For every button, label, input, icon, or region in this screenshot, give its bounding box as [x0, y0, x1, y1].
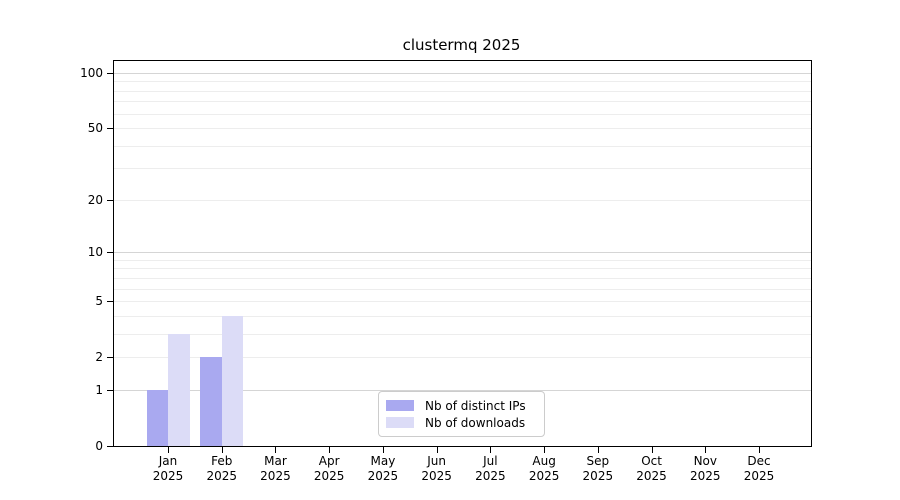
- bar-downloads-feb: [221, 315, 244, 446]
- y-tick-label-2: 2: [95, 350, 103, 365]
- x-tick-month: Jul: [483, 454, 498, 468]
- legend: Nb of distinct IPs Nb of downloads: [378, 391, 545, 437]
- x-tick-label-feb: Feb 2025: [190, 454, 254, 484]
- x-tick-jan: [168, 447, 169, 453]
- y-tick-2: [107, 357, 113, 359]
- y-tick-5: [107, 301, 113, 303]
- y-tick-label-0: 0: [95, 439, 103, 453]
- gridline-minor-60: [114, 113, 811, 115]
- x-tick-label-jul: Jul 2025: [458, 454, 522, 484]
- x-tick-year: 2025: [313, 469, 345, 483]
- x-tick-year: 2025: [743, 469, 775, 483]
- x-tick-mar: [275, 447, 277, 453]
- gridline-minor-70: [114, 101, 811, 103]
- x-tick-year: 2025: [206, 469, 237, 483]
- gridline-minor-7: [114, 277, 811, 279]
- x-tick-year: 2025: [421, 469, 452, 483]
- gridline-major-1: [114, 389, 811, 391]
- x-tick-oct: [651, 447, 653, 453]
- gridline-major-10: [114, 252, 811, 254]
- x-tick-year: 2025: [528, 469, 560, 483]
- y-tick-0: [107, 446, 113, 447]
- gridline-minor-40: [114, 145, 811, 147]
- y-tick-100: [107, 72, 113, 74]
- x-tick-feb: [221, 447, 223, 453]
- x-tick-label-sep: Sep 2025: [566, 454, 630, 484]
- legend-item-downloads: Nb of downloads: [386, 414, 544, 431]
- x-tick-dec: [759, 447, 761, 453]
- x-tick-month: Apr: [318, 454, 340, 468]
- legend-label-distinct-ips: Nb of distinct IPs: [425, 398, 526, 413]
- legend-label-downloads: Nb of downloads: [425, 415, 526, 430]
- x-tick-month: Jan: [158, 454, 178, 468]
- gridline-minor-6: [114, 288, 811, 290]
- gridline-minor-8: [114, 268, 811, 270]
- x-tick-month: Aug: [532, 454, 556, 468]
- x-tick-label-may: May 2025: [351, 454, 415, 484]
- gridline-major-100: [114, 72, 811, 74]
- x-tick-month: Nov: [693, 454, 717, 468]
- y-tick-10: [107, 252, 113, 254]
- y-tick-label-1: 1: [95, 382, 103, 397]
- x-tick-sep: [597, 447, 599, 453]
- bar-distinct-ips-jan: [146, 389, 168, 446]
- chart-title: clustermq 2025: [402, 36, 521, 54]
- x-tick-label-mar: Mar 2025: [243, 454, 307, 484]
- plot-area: [113, 60, 812, 447]
- x-tick-label-dec: Dec 2025: [727, 454, 791, 484]
- x-tick-apr: [329, 447, 331, 453]
- gridline-minor-80: [114, 90, 811, 92]
- x-tick-year: 2025: [582, 469, 614, 483]
- x-tick-month: Oct: [641, 454, 662, 468]
- x-tick-month: May: [370, 454, 396, 468]
- x-tick-year: 2025: [690, 469, 721, 483]
- x-tick-nov: [705, 447, 707, 453]
- x-tick-month: Dec: [747, 454, 771, 468]
- x-tick-label-jan: Jan 2025: [136, 454, 200, 484]
- legend-swatch-distinct-ips: [386, 400, 414, 411]
- x-tick-label-oct: Oct 2025: [620, 454, 684, 484]
- gridline-minor-30: [114, 168, 811, 170]
- x-tick-year: 2025: [475, 469, 506, 483]
- y-tick-50: [107, 128, 113, 130]
- x-tick-label-nov: Nov 2025: [673, 454, 737, 484]
- y-tick-label-10: 10: [87, 245, 103, 260]
- y-tick-label-50: 50: [87, 121, 103, 136]
- x-tick-year: 2025: [636, 469, 667, 483]
- x-tick-month: Mar: [264, 454, 287, 468]
- gridline-minor-20: [114, 199, 811, 201]
- x-tick-label-apr: Apr 2025: [297, 454, 361, 484]
- x-tick-may: [382, 447, 384, 453]
- y-tick-label-5: 5: [95, 294, 103, 309]
- y-tick-label-100: 100: [80, 65, 103, 80]
- gridline-minor-5: [114, 301, 811, 303]
- gridline-minor-9: [114, 259, 811, 261]
- x-tick-jul: [490, 447, 492, 453]
- x-tick-label-jun: Jun 2025: [405, 454, 469, 484]
- x-tick-month: Sep: [586, 454, 610, 468]
- legend-item-distinct-ips: Nb of distinct IPs: [386, 397, 544, 414]
- y-tick-20: [107, 199, 113, 201]
- gridline-minor-4: [114, 315, 811, 317]
- x-tick-month: Feb: [211, 454, 233, 468]
- gridline-minor-90: [114, 81, 811, 83]
- bar-distinct-ips-feb: [200, 357, 222, 446]
- y-tick-label-20: 20: [87, 192, 103, 207]
- gridline-minor-3: [114, 333, 811, 335]
- x-tick-year: 2025: [367, 469, 399, 483]
- x-tick-label-aug: Aug 2025: [512, 454, 576, 484]
- x-tick-aug: [544, 447, 546, 453]
- bar-downloads-jan: [168, 333, 190, 446]
- x-tick-year: 2025: [260, 469, 291, 483]
- gridline-minor-50: [114, 128, 811, 130]
- y-tick-1: [107, 389, 113, 391]
- x-tick-jun: [436, 447, 438, 453]
- x-tick-month: Jun: [427, 454, 447, 468]
- legend-swatch-downloads: [386, 417, 414, 428]
- gridline-minor-2: [114, 357, 811, 359]
- x-tick-year: 2025: [152, 469, 184, 483]
